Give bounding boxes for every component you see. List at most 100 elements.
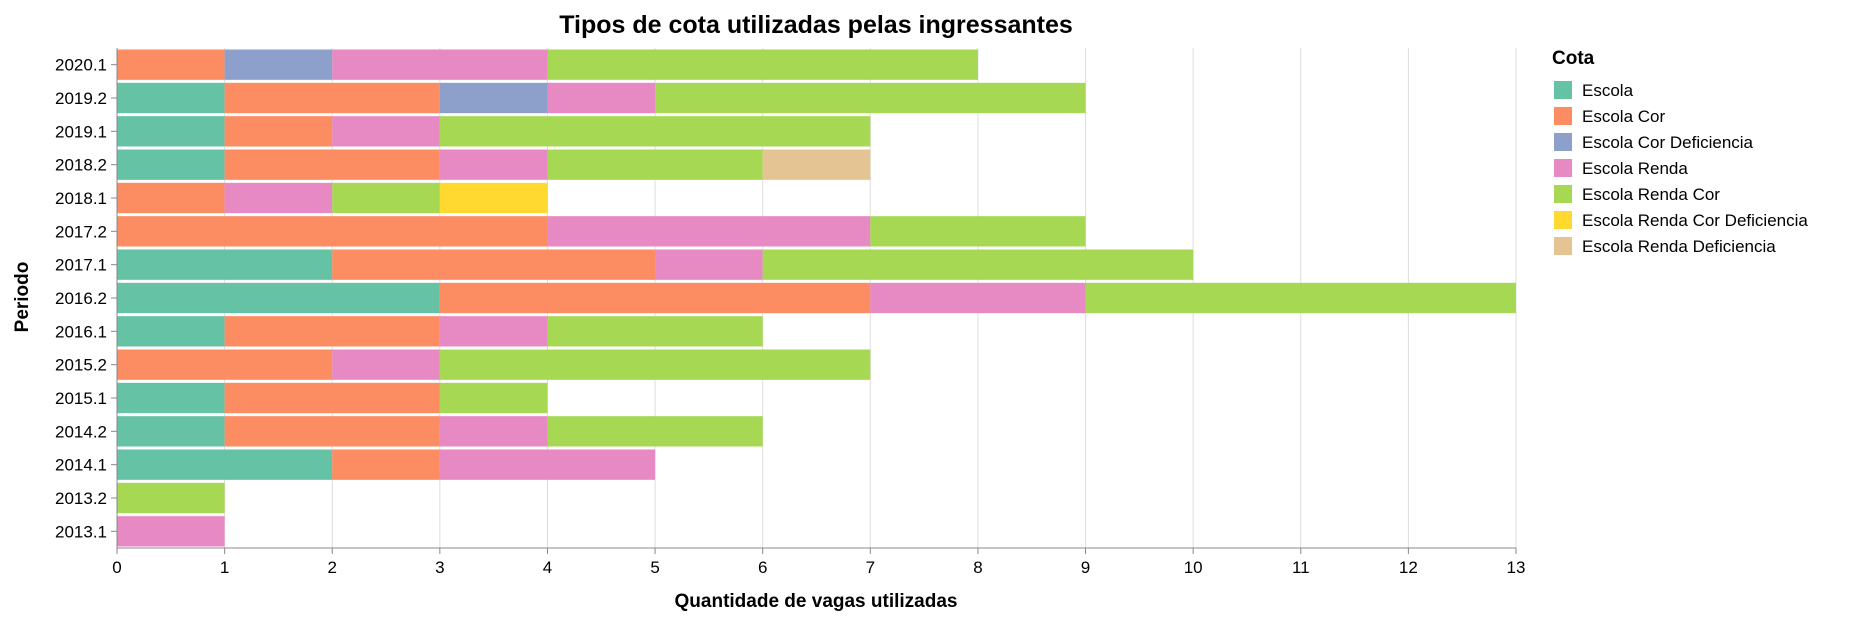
x-tick-label: 8 — [973, 558, 982, 577]
y-tick-label: 2015.2 — [55, 356, 107, 375]
bars — [117, 49, 1516, 547]
bar-segment — [117, 349, 333, 380]
bar-segment — [439, 449, 656, 480]
bar-segment — [439, 416, 548, 447]
bar-segment — [439, 182, 548, 214]
bar-segment — [332, 182, 440, 214]
bar-segment — [117, 149, 225, 180]
x-tick-label: 1 — [220, 558, 229, 577]
bar-segment — [224, 149, 440, 180]
bar-segment — [547, 49, 978, 80]
bar-segment — [117, 116, 225, 147]
legend: Cota Escola Escola Cor Escola Cor Deficien… — [1552, 48, 1808, 256]
y-tick-label: 2013.1 — [55, 522, 107, 541]
bar-segment — [224, 182, 333, 214]
bar-segment — [547, 82, 656, 114]
bar-segment — [332, 449, 440, 480]
bar-segment — [439, 382, 548, 414]
bar-segment — [439, 282, 871, 314]
legend-label: Escola Cor Deficiencia — [1582, 133, 1754, 152]
legend-swatch — [1554, 237, 1572, 255]
x-tick-label: 9 — [1081, 558, 1090, 577]
legend-label: Escola Cor — [1582, 107, 1665, 126]
x-tick-label: 0 — [112, 558, 121, 577]
x-tick-label: 6 — [758, 558, 767, 577]
x-tick-label: 12 — [1399, 558, 1418, 577]
legend-swatch — [1554, 211, 1572, 229]
bar-segment — [439, 349, 871, 380]
y-tick-label: 2020.1 — [55, 56, 107, 75]
bar-segment — [547, 149, 763, 180]
bar-segment — [117, 316, 225, 347]
bar-segment — [117, 82, 225, 114]
legend-label: Escola Renda Cor Deficiencia — [1582, 211, 1808, 230]
legend-label: Escola Renda Deficiencia — [1582, 237, 1776, 256]
x-tick-label: 4 — [543, 558, 552, 577]
bar-segment — [224, 382, 440, 414]
y-tick-label: 2015.1 — [55, 389, 107, 408]
x-tick-label: 10 — [1184, 558, 1203, 577]
y-tick-label: 2019.1 — [55, 122, 107, 141]
bar-segment — [224, 82, 440, 114]
bar-segment — [655, 82, 1086, 114]
bar-segment — [655, 249, 763, 280]
bar-segment — [117, 282, 440, 314]
legend-label: Escola Renda — [1582, 159, 1688, 178]
y-tick-label: 2016.1 — [55, 322, 107, 341]
legend-label: Escola Renda Cor — [1582, 185, 1720, 204]
bar-segment — [332, 49, 548, 80]
bar-segment — [870, 216, 1086, 247]
bar-segment — [439, 316, 548, 347]
x-tick-label: 11 — [1292, 558, 1310, 577]
bar-segment — [332, 249, 656, 280]
legend-title: Cota — [1552, 48, 1595, 69]
x-axis-label: Quantidade de vagas utilizadas — [675, 591, 958, 612]
y-tick-label: 2017.1 — [55, 256, 107, 275]
bar-segment — [117, 382, 225, 414]
bar-segment — [117, 516, 225, 547]
x-tick-label: 3 — [435, 558, 444, 577]
y-tick-label: 2014.1 — [55, 456, 107, 475]
bar-segment — [547, 216, 871, 247]
bar-segment — [224, 49, 333, 80]
y-tick-label: 2017.2 — [55, 222, 107, 241]
bar-segment — [224, 316, 440, 347]
legend-swatch — [1554, 81, 1572, 99]
bar-segment — [762, 149, 871, 180]
chart-title: Tipos de cota utilizadas pelas ingressan… — [559, 11, 1073, 39]
x-tick-label: 13 — [1507, 558, 1526, 577]
legend-swatch — [1554, 159, 1572, 177]
legend-label: Escola — [1582, 81, 1634, 100]
bar-segment — [547, 416, 763, 447]
y-tick-label: 2018.2 — [55, 156, 107, 175]
legend-swatch — [1554, 185, 1572, 203]
bar-segment — [439, 116, 871, 147]
y-tick-label: 2019.2 — [55, 89, 107, 108]
bar-segment — [547, 316, 763, 347]
y-axis-label: Periodo — [12, 262, 33, 333]
bar-segment — [224, 116, 333, 147]
y-tick-label: 2014.2 — [55, 422, 107, 441]
bar-segment — [762, 249, 1194, 280]
bar-segment — [117, 49, 225, 80]
x-tick-label: 2 — [327, 558, 336, 577]
bar-segment — [1085, 282, 1516, 314]
bar-segment — [117, 416, 225, 447]
legend-swatch — [1554, 107, 1572, 125]
y-tick-label: 2013.2 — [55, 489, 107, 508]
bar-segment — [332, 349, 440, 380]
bar-segment — [117, 449, 333, 480]
bar-segment — [117, 182, 225, 214]
bar-segment — [117, 216, 548, 247]
x-tick-label: 5 — [650, 558, 659, 577]
bar-segment — [439, 149, 548, 180]
y-tick-label: 2016.2 — [55, 289, 107, 308]
y-tick-label: 2018.1 — [55, 189, 107, 208]
axes: 0 1 2 3 4 5 6 7 8 9 10 11 12 132020.12019.22019.12018… — [55, 48, 1525, 577]
bar-segment — [224, 416, 440, 447]
bar-segment — [870, 282, 1086, 314]
legend-swatch — [1554, 133, 1572, 151]
bar-segment — [117, 249, 333, 280]
